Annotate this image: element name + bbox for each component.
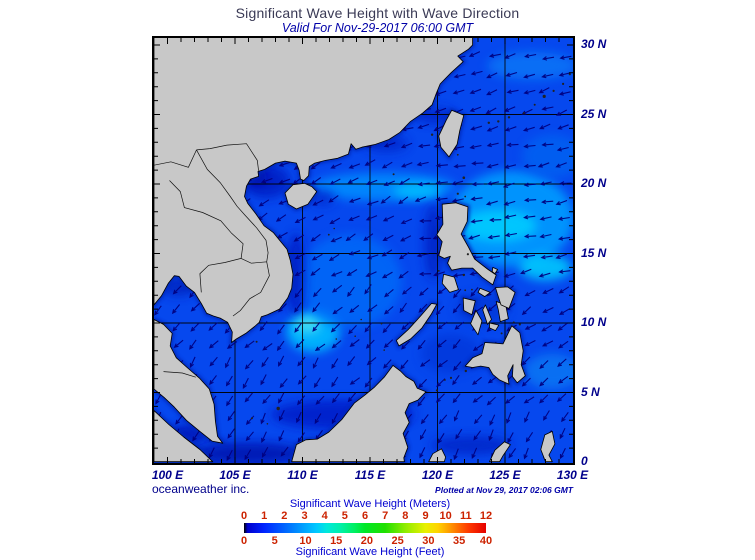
land-cebu bbox=[482, 304, 492, 325]
lat-label: 20 N bbox=[581, 176, 607, 190]
meter-tick-label: 0 bbox=[240, 510, 248, 522]
map-frame bbox=[152, 36, 575, 465]
meter-tick-label: 8 bbox=[402, 510, 409, 522]
wave-map bbox=[154, 38, 573, 463]
meter-tick-label: 1 bbox=[261, 510, 268, 522]
meter-tick-label: 12 bbox=[479, 510, 493, 522]
meter-tick-label: 5 bbox=[341, 510, 348, 522]
land-halmahera bbox=[540, 431, 556, 463]
country-borders bbox=[154, 143, 270, 378]
meter-tick-label: 3 bbox=[301, 510, 308, 522]
land-asia bbox=[154, 38, 473, 343]
lat-label: 5 N bbox=[581, 384, 600, 399]
meter-tick-label: 6 bbox=[361, 510, 369, 522]
land-bohol bbox=[489, 322, 500, 331]
land-sumatra bbox=[154, 410, 214, 463]
colorbar-feet-ticks: 0 5 10 15 20 25 30 35 40 bbox=[240, 535, 492, 547]
lon-label: 105 E bbox=[219, 468, 251, 482]
meter-tick-label: 4 bbox=[321, 510, 328, 522]
lat-label: 10 N bbox=[581, 315, 607, 329]
meter-tick-label: 10 bbox=[439, 510, 452, 522]
colorbar-title-meters: Significant Wave Height (Meters) bbox=[289, 498, 451, 510]
lon-label: 110 E bbox=[287, 468, 318, 482]
land-peninsula bbox=[154, 319, 224, 444]
lat-label: 0 bbox=[581, 454, 588, 468]
feet-tick-label: 15 bbox=[330, 535, 343, 547]
land-catanduanes bbox=[491, 267, 498, 275]
meter-tick-label: 2 bbox=[281, 510, 288, 522]
feet-tick-label: 35 bbox=[453, 535, 466, 547]
meter-tick-label: 9 bbox=[422, 510, 429, 522]
credit-text: oceanweather inc. bbox=[152, 482, 250, 496]
meter-tick-label: 11 bbox=[460, 510, 472, 522]
lon-label: 100 E bbox=[151, 468, 184, 482]
land-borneo bbox=[291, 365, 427, 463]
land-palawan bbox=[395, 303, 438, 347]
land-taiwan bbox=[438, 109, 465, 158]
feet-tick-label: 5 bbox=[271, 535, 278, 547]
land-sulawesiW bbox=[428, 448, 446, 463]
feet-tick-label: 10 bbox=[299, 535, 312, 547]
valid-time-subtitle: Valid For Nov-29-2017 06:00 GMT bbox=[281, 21, 474, 35]
lon-label: 115 E bbox=[354, 468, 386, 482]
land-sulawesiN bbox=[489, 441, 511, 463]
land-mindoro bbox=[441, 273, 459, 293]
colorbar-gradient-bar bbox=[244, 523, 486, 533]
land-hainan bbox=[284, 182, 318, 210]
small-islands bbox=[250, 73, 571, 425]
colorbar-meter-ticks: 0 1 2 3 4 5 6 7 8 9 10 11 12 bbox=[240, 510, 492, 522]
land-panay bbox=[462, 297, 476, 316]
land-mindanao bbox=[464, 325, 526, 385]
land-samar bbox=[495, 286, 516, 309]
lon-label: 130 E bbox=[556, 468, 589, 482]
feet-tick-label: 25 bbox=[391, 535, 404, 547]
lat-label: 30 N bbox=[581, 37, 607, 51]
lon-label: 125 E bbox=[489, 468, 521, 482]
degree-ticks bbox=[154, 38, 573, 463]
land-masbate bbox=[477, 287, 491, 297]
feet-tick-label: 30 bbox=[422, 535, 435, 547]
colorbar-title-feet: Significant Wave Height (Feet) bbox=[295, 546, 445, 558]
page-title: Significant Wave Height with Wave Direct… bbox=[235, 5, 520, 21]
plotted-at-text: Plotted at Nov 29, 2017 02:06 GMT bbox=[435, 485, 573, 495]
feet-tick-label: 20 bbox=[360, 535, 374, 547]
lon-label: 120 E bbox=[421, 468, 454, 482]
land-layer bbox=[154, 38, 556, 463]
land-luzon bbox=[436, 202, 497, 286]
lat-label: 15 N bbox=[581, 245, 607, 260]
feet-tick-label: 0 bbox=[240, 535, 248, 547]
lat-label: 25 N bbox=[581, 106, 607, 121]
meter-tick-label: 7 bbox=[382, 510, 389, 522]
feet-tick-label: 40 bbox=[479, 535, 493, 547]
land-negros bbox=[470, 310, 483, 336]
